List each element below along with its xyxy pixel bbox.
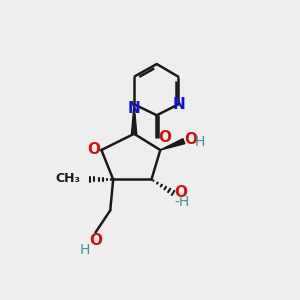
Text: -H: -H	[174, 195, 189, 209]
Text: O: O	[88, 142, 100, 157]
Text: H: H	[79, 242, 89, 256]
Polygon shape	[131, 104, 137, 134]
Text: N: N	[127, 101, 140, 116]
Polygon shape	[160, 139, 185, 150]
Text: N: N	[172, 97, 185, 112]
Text: O: O	[184, 132, 197, 147]
Text: H: H	[195, 135, 205, 149]
Text: O: O	[89, 233, 102, 248]
Text: CH₃: CH₃	[55, 172, 80, 185]
Text: O: O	[174, 185, 188, 200]
Text: O: O	[158, 130, 172, 145]
